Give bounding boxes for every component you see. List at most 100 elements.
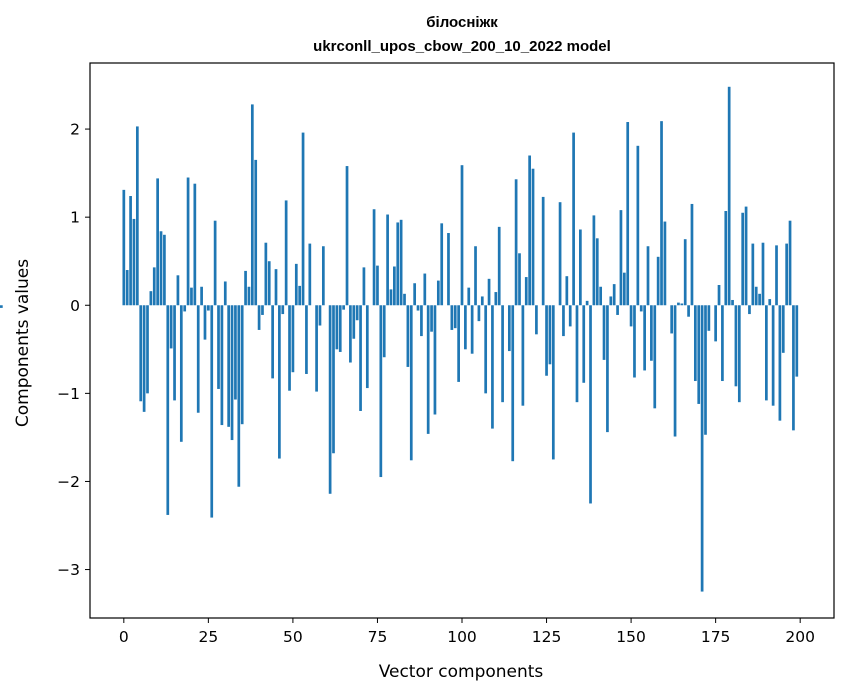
bar-component-164 <box>677 302 680 306</box>
bar-component-38 <box>250 104 254 306</box>
bar-component-153 <box>639 305 643 312</box>
bar-component-24 <box>203 305 207 340</box>
bar-component-160 <box>663 221 667 306</box>
bar-component-183 <box>741 212 745 306</box>
bar-component-88 <box>420 305 423 337</box>
bar-component-173 <box>707 305 711 331</box>
bar-component-74 <box>372 209 376 306</box>
x-tick-label: 50 <box>283 628 303 646</box>
y-tick-label: −1 <box>57 385 80 403</box>
bar-component-46 <box>278 305 281 459</box>
bar-component-150 <box>629 305 633 327</box>
bar-component-103 <box>470 305 474 354</box>
x-axis-ticks: 0 25 50 75 100 125 150 175 200 <box>119 618 815 646</box>
bar-component-134 <box>575 305 579 403</box>
chart-title-line-1: білосніжк <box>426 14 498 31</box>
bar-component-96 <box>447 233 450 306</box>
bar-component-195 <box>781 305 785 353</box>
bar-component-59 <box>321 246 325 306</box>
x-tick-label: 0 <box>119 628 129 646</box>
bar-component-7 <box>146 305 149 394</box>
bar-component-52 <box>298 285 302 306</box>
bar-component-157 <box>653 305 657 409</box>
bar-component-48 <box>284 200 288 306</box>
chart-title: білосніжк ukrconll_upos_cbow_200_10_2022… <box>313 14 611 55</box>
bar-component-166 <box>683 239 687 306</box>
bar-component-139 <box>592 215 596 306</box>
bar-component-86 <box>413 283 417 306</box>
x-tick-label: 25 <box>198 628 218 646</box>
bar-component-131 <box>565 276 569 306</box>
bar-component-169 <box>693 305 697 382</box>
bar-component-199 <box>795 305 799 377</box>
bar-component-172 <box>704 305 707 435</box>
x-axis-label: Vector components <box>379 662 544 682</box>
x-tick-label: 100 <box>447 628 477 646</box>
bar-component-31 <box>227 305 231 427</box>
bar-component-62 <box>332 305 335 454</box>
bar-component-50 <box>291 305 295 373</box>
bar-component-171 <box>700 305 704 592</box>
bar-component-151 <box>633 305 636 378</box>
bar-component-186 <box>751 243 755 306</box>
bar-component-100 <box>460 165 464 306</box>
bar-component-10 <box>156 178 159 306</box>
bar-component-55 <box>308 243 312 306</box>
bar-component-16 <box>176 275 180 306</box>
bar-component-27 <box>213 220 217 306</box>
bar-component-6 <box>142 305 146 412</box>
bar-component-163 <box>673 305 677 437</box>
bar-component-66 <box>345 166 349 306</box>
bar-component-138 <box>589 305 592 504</box>
bar-component-116 <box>514 179 518 306</box>
bar-component-58 <box>318 305 322 326</box>
bar-component-80 <box>393 266 396 306</box>
x-tick-label: 150 <box>616 628 646 646</box>
bar-component-91 <box>430 305 433 332</box>
bar-component-143 <box>606 305 609 433</box>
bar-component-188 <box>758 293 761 306</box>
bar-component-23 <box>200 286 203 306</box>
x-tick-label: 200 <box>785 628 815 646</box>
bar-component-119 <box>524 277 528 306</box>
bar-component-147 <box>619 210 623 306</box>
bar-component-71 <box>362 267 366 306</box>
bar-component-141 <box>599 286 603 306</box>
bar-component-57 <box>315 305 318 392</box>
bar-component-191 <box>768 299 772 306</box>
bar-component-158 <box>656 256 660 306</box>
bar-component-65 <box>342 305 345 310</box>
bar-component-114 <box>507 305 511 352</box>
bar-component-34 <box>237 305 241 487</box>
bar-component-154 <box>643 305 646 371</box>
bar-component-110 <box>494 292 498 306</box>
bar-component-40 <box>257 305 261 330</box>
bar-component-89 <box>423 273 427 306</box>
bar-component-93 <box>436 280 440 306</box>
bar-component-15 <box>173 305 176 401</box>
bar-component-25 <box>207 305 210 311</box>
bar-component-104 <box>474 246 477 306</box>
bar-component-180 <box>731 299 734 306</box>
bar-component-149 <box>626 122 630 306</box>
bar-component-42 <box>264 242 268 306</box>
bar-component-115 <box>511 305 515 462</box>
chart-title-line-2: ukrconll_upos_cbow_200_10_2022 model <box>313 38 611 55</box>
bar-component-107 <box>484 305 488 394</box>
y-tick-label: −3 <box>57 561 80 579</box>
bar-component-54 <box>305 305 308 374</box>
x-tick-label: 175 <box>701 628 731 646</box>
bar-component-121 <box>531 168 535 306</box>
bar-component-112 <box>501 305 504 403</box>
bar-component-36 <box>244 270 247 306</box>
bar-component-19 <box>186 177 190 306</box>
bar-component-64 <box>338 305 342 352</box>
x-tick-label: 125 <box>532 628 562 646</box>
bar-component-137 <box>585 300 589 306</box>
y-tick-label: 1 <box>70 209 80 227</box>
bar-component-13 <box>166 305 170 515</box>
bar-component-49 <box>288 305 291 391</box>
bar-component-181 <box>734 305 738 387</box>
bar-component-148 <box>622 272 626 306</box>
bar-component-165 <box>680 303 684 306</box>
